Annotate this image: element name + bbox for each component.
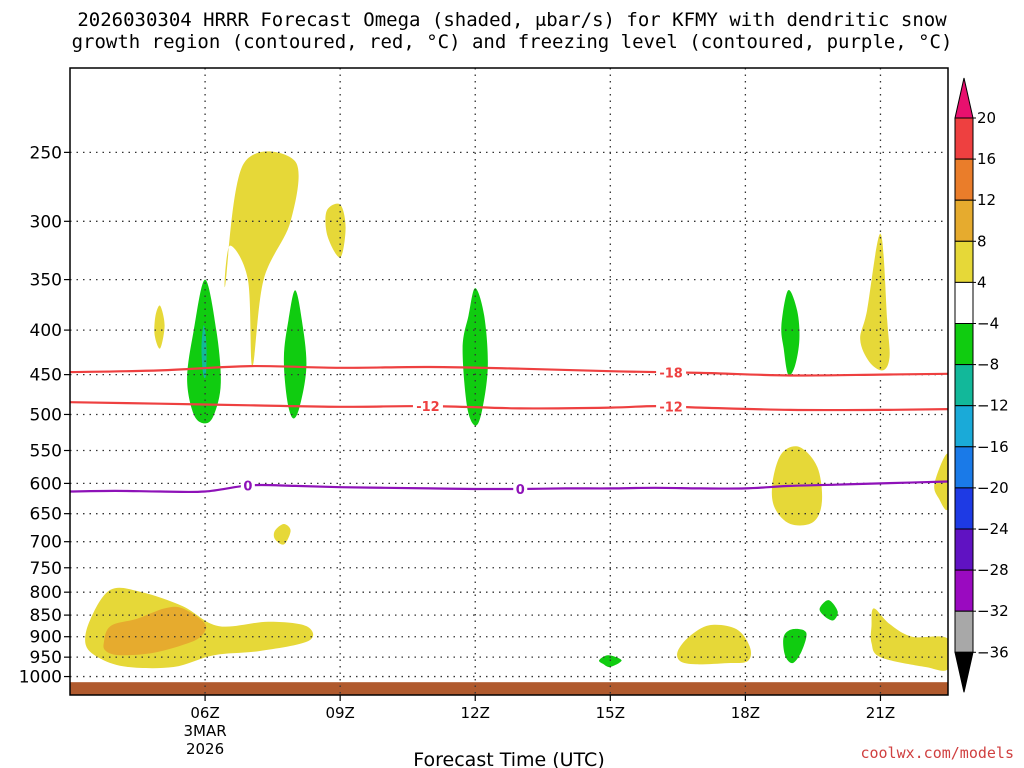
colorbar-label-6: −8 xyxy=(977,356,999,374)
contour-label-bg-isotherm-minus12-1 xyxy=(656,399,687,414)
x-tick-label-21Z: 21Z xyxy=(866,704,895,722)
colorbar-band-8 xyxy=(954,446,974,489)
colorbar-label-11: −28 xyxy=(977,561,1009,579)
y-tick-label-500: 500 xyxy=(30,405,62,425)
omega-area-downdraft-low-1900 xyxy=(783,628,807,664)
colorbar-bottom-triangle xyxy=(954,651,974,693)
contour-isotherm-minus12 xyxy=(70,401,948,412)
chart-title-line-1: 2026030304 HRRR Forecast Omega (shaded, … xyxy=(77,9,947,31)
omega-area-downdraft-1900 xyxy=(781,290,800,376)
x-tick-label-12Z: 12Z xyxy=(461,704,490,722)
omega-area-updraft-low-core-0500 xyxy=(103,606,207,656)
y-tick-label-1000: 1000 xyxy=(19,668,62,688)
colorbar-band-10 xyxy=(954,528,974,571)
contour-label-freezing-level-0-0: 0 xyxy=(243,480,252,495)
colorbar-label-8: −16 xyxy=(977,438,1009,456)
colorbar-band-3 xyxy=(954,240,974,283)
x-tick-label-18Z: 18Z xyxy=(731,704,760,722)
y-tick-label-550: 550 xyxy=(30,442,62,462)
colorbar-label-2: 12 xyxy=(977,191,996,209)
y-tick-label-850: 850 xyxy=(30,606,62,626)
x-tick-label-06Z: 06Z xyxy=(190,704,219,722)
contour-label-isotherm-minus12-1: -12 xyxy=(659,401,683,416)
contour-label-bg-isotherm-minus18-0 xyxy=(656,365,687,380)
colorbar-band-7 xyxy=(954,405,974,448)
omega-area-downdraft-2000 xyxy=(819,600,838,621)
contour-label-bg-freezing-level-0-1 xyxy=(513,482,528,497)
contour-label-isotherm-minus12-0: -12 xyxy=(416,400,440,415)
omega-area-downdraft-core-0600 xyxy=(201,325,207,379)
colorbar-label-9: −20 xyxy=(977,479,1009,497)
site-credit[interactable]: coolwx.com/models xyxy=(860,744,1014,762)
colorbar-band-9 xyxy=(954,487,974,530)
y-tick-label-600: 600 xyxy=(30,474,62,494)
colorbar-band-12 xyxy=(954,610,974,653)
colorbar-top-triangle xyxy=(954,77,974,119)
colorbar-band-6 xyxy=(954,364,974,407)
y-tick-label-250: 250 xyxy=(30,143,62,163)
colorbar-label-10: −24 xyxy=(977,520,1009,538)
omega-area-small-updraft-0500 xyxy=(154,305,165,349)
ground-band xyxy=(70,682,948,695)
colorbar-band-1 xyxy=(954,158,974,201)
colorbar-band-4 xyxy=(954,281,974,324)
colorbar-label-3: 8 xyxy=(977,232,987,250)
plot-frame xyxy=(69,67,949,696)
y-tick-label-750: 750 xyxy=(30,559,62,579)
omega-area-downdraft-low-1500 xyxy=(598,655,622,668)
colorbar-label-0: 20 xyxy=(977,109,996,127)
x-tick-label-15Z: 15Z xyxy=(596,704,625,722)
contour-label-isotherm-minus18-0: -18 xyxy=(659,366,683,381)
colorbar-label-5: −4 xyxy=(977,315,999,333)
colorbar-label-7: −12 xyxy=(977,397,1009,415)
colorbar-band-5 xyxy=(954,323,974,366)
x-tick-year-06Z: 2026 xyxy=(186,740,224,758)
colorbar-label-13: −36 xyxy=(977,643,1009,661)
contour-label-bg-freezing-level-0-0 xyxy=(240,478,255,493)
omega-area-updraft-low-1700 xyxy=(677,624,752,665)
omega-area-small-updraft-0930 xyxy=(325,203,346,258)
omega-area-updraft-1700-low xyxy=(273,524,291,545)
colorbar-band-11 xyxy=(954,569,974,612)
y-tick-label-700: 700 xyxy=(30,533,62,553)
y-tick-label-900: 900 xyxy=(30,628,62,648)
y-tick-label-650: 650 xyxy=(30,505,62,525)
omega-area-downdraft-1200 xyxy=(462,288,488,426)
y-tick-label-450: 450 xyxy=(30,366,62,386)
x-tick-label-09Z: 09Z xyxy=(325,704,354,722)
colorbar-band-0 xyxy=(954,117,974,160)
y-tick-label-800: 800 xyxy=(30,583,62,603)
y-tick-label-400: 400 xyxy=(30,321,62,341)
omega-area-upper-updraft-0630 xyxy=(224,151,299,367)
omega-area-downdraft-0800 xyxy=(283,290,307,419)
y-tick-label-300: 300 xyxy=(30,212,62,232)
omega-area-updraft-low-2100 xyxy=(870,608,948,671)
contour-isotherm-minus18 xyxy=(70,364,948,377)
chart-title-line-2: growth region (contoured, red, °C) and f… xyxy=(71,31,953,53)
y-tick-label-950: 950 xyxy=(30,648,62,668)
contour-freezing-level-0 xyxy=(70,480,948,494)
y-tick-label-350: 350 xyxy=(30,271,62,291)
omega-area-updraft-2100-upper xyxy=(860,233,890,371)
colorbar-label-12: −32 xyxy=(977,602,1009,620)
colorbar-label-1: 16 xyxy=(977,150,996,168)
contour-label-freezing-level-0-1: 0 xyxy=(516,483,525,498)
colorbar-label-4: 4 xyxy=(977,273,987,291)
x-axis-label: Forecast Time (UTC) xyxy=(413,749,604,768)
contour-label-bg-isotherm-minus12-0 xyxy=(412,399,443,414)
x-tick-date-06Z: 3MAR xyxy=(183,722,226,740)
colorbar-band-2 xyxy=(954,199,974,242)
